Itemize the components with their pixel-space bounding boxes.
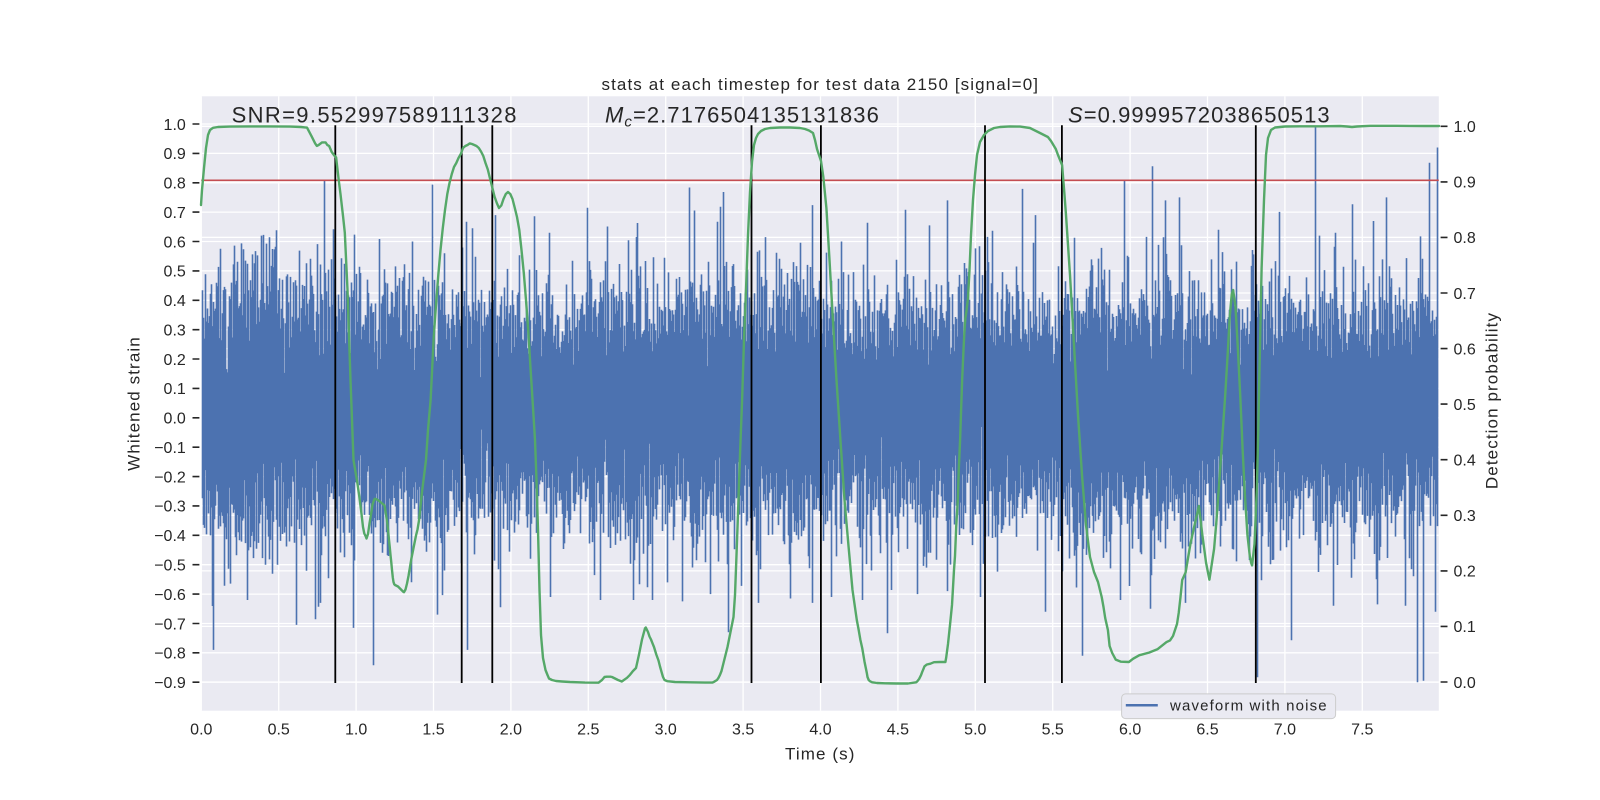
svg-text:−0.6: −0.6: [154, 587, 186, 604]
svg-text:waveform with noise: waveform with noise: [1169, 698, 1328, 715]
svg-text:7.5: 7.5: [1351, 722, 1373, 739]
svg-text:0.0: 0.0: [1454, 675, 1476, 692]
svg-text:−0.9: −0.9: [154, 675, 186, 692]
svg-text:0.7: 0.7: [1454, 286, 1476, 303]
svg-text:1.5: 1.5: [422, 722, 444, 739]
svg-text:Mc=2.7176504135131836: Mc=2.7176504135131836: [605, 103, 880, 131]
svg-text:2.0: 2.0: [500, 722, 522, 739]
svg-text:0.8: 0.8: [164, 176, 186, 193]
svg-text:0.9: 0.9: [1454, 175, 1476, 192]
svg-text:−0.7: −0.7: [154, 616, 186, 633]
svg-text:6.0: 6.0: [1119, 722, 1141, 739]
svg-text:−0.1: −0.1: [154, 440, 186, 457]
svg-text:−0.3: −0.3: [154, 499, 186, 516]
svg-text:1.0: 1.0: [1454, 119, 1476, 136]
svg-text:3.0: 3.0: [655, 722, 677, 739]
svg-text:0.0: 0.0: [164, 411, 186, 428]
svg-text:0.9: 0.9: [164, 146, 186, 163]
svg-text:Whitened strain: Whitened strain: [125, 336, 144, 471]
svg-text:4.5: 4.5: [887, 722, 909, 739]
svg-text:4.0: 4.0: [809, 722, 831, 739]
svg-text:0.2: 0.2: [164, 352, 186, 369]
svg-text:−0.8: −0.8: [154, 646, 186, 663]
svg-text:−0.4: −0.4: [154, 528, 186, 545]
svg-text:7.0: 7.0: [1274, 722, 1296, 739]
svg-text:6.5: 6.5: [1196, 722, 1218, 739]
svg-text:0.3: 0.3: [1454, 508, 1476, 525]
svg-text:S=0.9999572038650513: S=0.9999572038650513: [1068, 103, 1331, 128]
svg-text:1.0: 1.0: [345, 722, 367, 739]
svg-text:Detection probability: Detection probability: [1483, 312, 1502, 489]
svg-text:−0.5: −0.5: [154, 558, 186, 575]
svg-text:0.4: 0.4: [1454, 453, 1476, 470]
svg-text:0.4: 0.4: [164, 293, 186, 310]
svg-text:−0.2: −0.2: [154, 469, 186, 486]
svg-text:0.1: 0.1: [164, 381, 186, 398]
svg-text:0.7: 0.7: [164, 205, 186, 222]
svg-text:3.5: 3.5: [732, 722, 754, 739]
svg-text:0.1: 0.1: [1454, 619, 1476, 636]
svg-text:5.5: 5.5: [1042, 722, 1064, 739]
svg-text:2.5: 2.5: [577, 722, 599, 739]
svg-text:stats at each timestep for tes: stats at each timestep for test data 215…: [602, 75, 1040, 94]
svg-text:5.0: 5.0: [964, 722, 986, 739]
svg-text:0.2: 0.2: [1454, 564, 1476, 581]
svg-text:SNR=9.552997589111328: SNR=9.552997589111328: [232, 103, 518, 128]
svg-text:0.5: 0.5: [1454, 397, 1476, 414]
svg-text:0.0: 0.0: [190, 722, 212, 739]
svg-text:0.8: 0.8: [1454, 230, 1476, 247]
svg-text:0.6: 0.6: [164, 234, 186, 251]
svg-text:0.5: 0.5: [164, 264, 186, 281]
svg-text:1.0: 1.0: [164, 117, 186, 134]
svg-text:0.5: 0.5: [268, 722, 290, 739]
svg-text:Time (s): Time (s): [785, 745, 856, 764]
svg-text:0.6: 0.6: [1454, 341, 1476, 358]
svg-text:0.3: 0.3: [164, 323, 186, 340]
